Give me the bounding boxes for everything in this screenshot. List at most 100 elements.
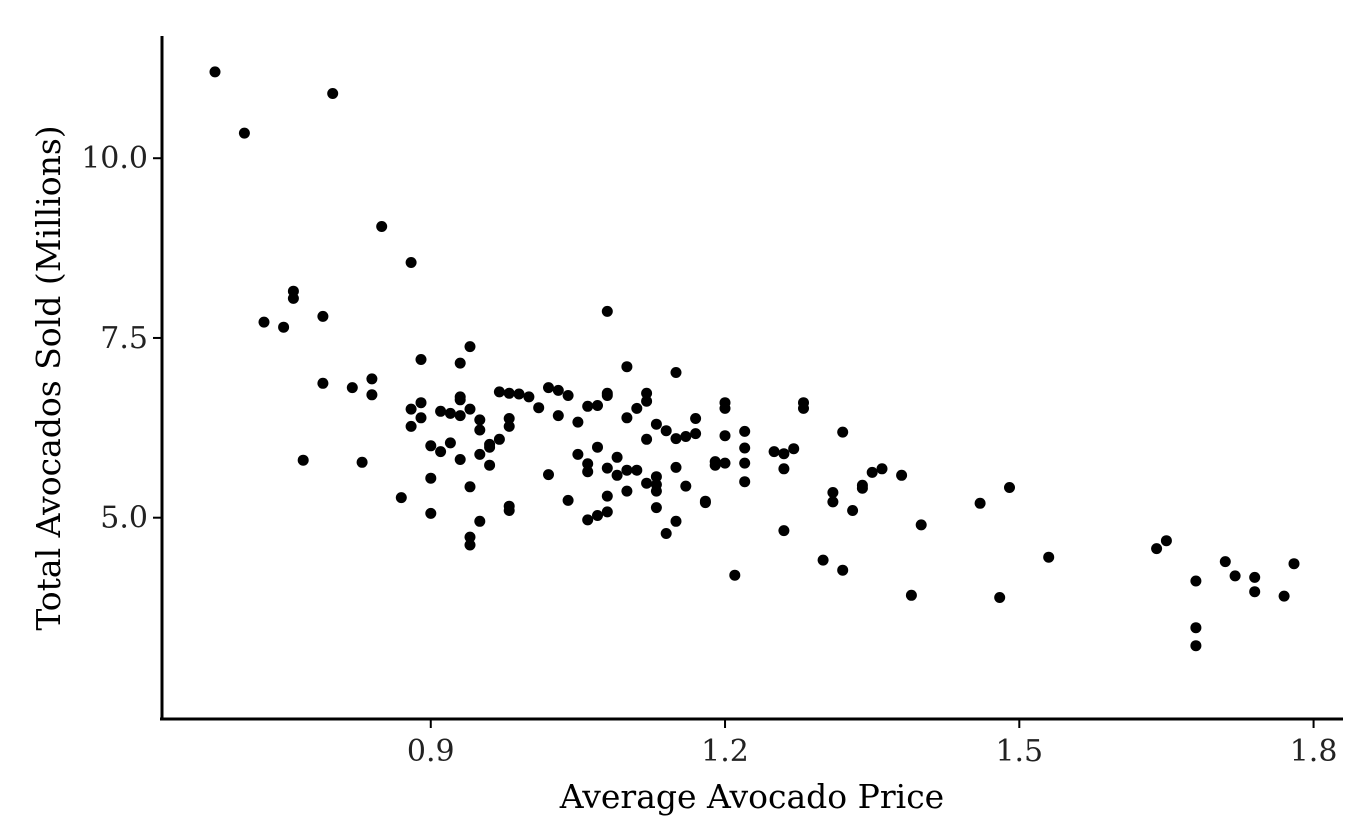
- data-point: [287, 292, 299, 304]
- data-point: [454, 410, 466, 422]
- data-point: [464, 531, 476, 543]
- data-point: [680, 431, 692, 442]
- data-point: [631, 464, 643, 476]
- data-point: [641, 387, 653, 399]
- data-point: [631, 402, 643, 414]
- data-point: [621, 361, 633, 373]
- data-point: [474, 424, 486, 436]
- x-axis-ticks: 0.9 1.2 1.5 1.8: [407, 719, 1338, 769]
- data-point: [601, 506, 613, 518]
- data-point: [641, 395, 653, 407]
- data-point: [739, 457, 751, 469]
- data-point: [493, 433, 505, 445]
- data-point: [317, 310, 329, 322]
- data-point: [592, 510, 603, 521]
- data-point: [415, 412, 427, 424]
- data-point: [592, 441, 603, 453]
- data-point: [552, 410, 564, 422]
- data-point: [346, 382, 358, 394]
- data-point: [837, 426, 849, 438]
- data-point: [582, 400, 594, 412]
- data-point: [484, 441, 496, 453]
- data-point: [464, 341, 476, 353]
- data-point: [366, 373, 378, 385]
- data-point: [464, 403, 476, 415]
- data-point: [523, 391, 535, 403]
- data-point: [778, 448, 790, 460]
- data-point: [209, 66, 221, 78]
- data-point: [454, 357, 466, 369]
- data-point: [278, 321, 290, 333]
- data-point: [415, 397, 427, 409]
- x-tick-label: 1.5: [995, 734, 1043, 769]
- data-point: [493, 386, 505, 398]
- data-point: [650, 471, 662, 483]
- x-tick-label: 1.8: [1290, 734, 1338, 769]
- data-point: [788, 443, 800, 455]
- data-point: [778, 463, 790, 475]
- data-point: [1288, 558, 1300, 570]
- data-point: [650, 418, 662, 430]
- data-point: [729, 569, 741, 581]
- data-point: [621, 412, 633, 424]
- data-point: [1190, 575, 1202, 587]
- data-point: [513, 388, 525, 400]
- data-point: [503, 420, 515, 432]
- data-point: [827, 496, 839, 508]
- data-point: [425, 507, 437, 519]
- data-point: [464, 539, 476, 551]
- data-point: [1190, 622, 1202, 634]
- data-point: [582, 458, 594, 470]
- data-point: [435, 446, 447, 458]
- data-point: [709, 459, 721, 471]
- data-point: [1219, 556, 1231, 568]
- data-point: [533, 402, 545, 414]
- y-axis-title: Total Avocados Sold (Millions): [29, 125, 68, 630]
- data-point: [297, 454, 309, 466]
- data-point: [1151, 543, 1163, 555]
- data-point: [356, 456, 368, 468]
- data-point: [543, 382, 554, 394]
- data-point: [503, 413, 515, 424]
- data-point: [317, 377, 329, 389]
- data-point: [739, 476, 751, 488]
- data-point: [582, 466, 594, 478]
- data-point: [366, 389, 378, 401]
- data-point: [915, 519, 927, 531]
- data-point: [896, 469, 908, 481]
- data-point: [1229, 570, 1241, 582]
- x-tick-label: 0.9: [407, 734, 455, 769]
- data-point: [876, 463, 888, 475]
- data-point: [572, 448, 584, 460]
- data-point: [484, 459, 496, 471]
- data-point: [474, 414, 486, 426]
- data-point: [503, 387, 515, 399]
- data-point: [1249, 586, 1261, 598]
- data-point: [670, 433, 682, 445]
- data-point: [425, 440, 437, 452]
- data-point: [464, 481, 476, 493]
- data-point: [562, 494, 574, 506]
- data-point: [238, 127, 250, 139]
- data-point: [1249, 571, 1261, 583]
- data-point: [660, 425, 672, 437]
- x-axis-title: Average Avocado Price: [559, 777, 944, 816]
- y-axis-ticks: 5.0 7.5 10.0: [81, 141, 162, 536]
- x-tick-label: 1.2: [701, 734, 749, 769]
- data-point: [699, 497, 711, 509]
- data-point: [670, 461, 682, 473]
- data-point: [258, 316, 270, 328]
- data-point: [415, 354, 427, 365]
- data-point: [474, 448, 486, 460]
- data-point: [650, 502, 662, 514]
- data-point: [444, 407, 456, 419]
- data-point: [1278, 590, 1290, 602]
- data-point: [1043, 551, 1055, 563]
- data-point: [670, 515, 682, 527]
- data-point: [719, 457, 731, 469]
- data-point: [739, 442, 751, 454]
- data-point: [572, 416, 584, 428]
- data-point: [847, 505, 859, 516]
- data-point: [425, 472, 437, 484]
